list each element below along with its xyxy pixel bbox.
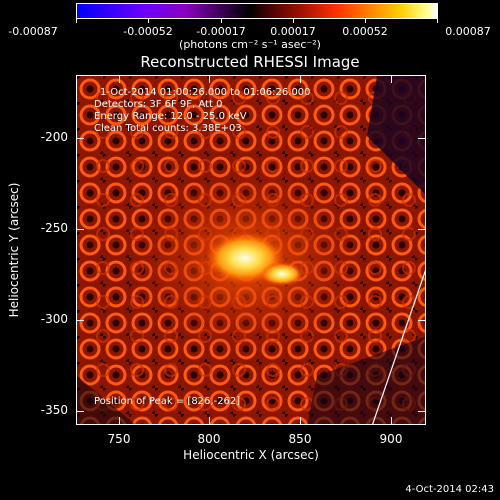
y-tick: [76, 138, 84, 139]
y-tick: [418, 411, 426, 412]
y-tick: [76, 229, 84, 230]
x-tick: [300, 417, 301, 425]
colorbar-units: (photons cm⁻² s⁻¹ asec⁻²): [179, 38, 321, 51]
colorbar-tick: [221, 19, 222, 23]
rhessi-image-map: [77, 76, 425, 424]
x-tick: [300, 75, 301, 83]
y-tick-label: -300: [40, 312, 68, 326]
time-range-label: 1-Oct-2014 01:00:26.000 to 01:06:26.000: [100, 87, 311, 98]
y-tick: [418, 138, 426, 139]
y-tick: [418, 229, 426, 230]
x-tick: [391, 75, 392, 83]
x-tick-label: 850: [288, 432, 312, 446]
colorbar-tick: [365, 19, 366, 23]
x-tick-label: 800: [197, 432, 221, 446]
y-tick: [418, 320, 426, 321]
image-title: Reconstructed RHESSI Image: [140, 53, 360, 71]
colorbar-tick-label: 0.00017: [270, 25, 316, 38]
clean-counts-label: Clean Total counts: 3.38E+03: [94, 123, 242, 134]
peak-position-label: Position of Peak = [826,-262]: [94, 396, 241, 407]
colorbar-tick-label: 0.00052: [342, 25, 388, 38]
x-axis-title: Heliocentric X (arcsec): [183, 448, 319, 462]
colorbar-tick: [148, 19, 149, 23]
colorbar-tick: [293, 19, 294, 23]
x-tick: [119, 417, 120, 425]
creation-date: 4-Oct-2014 02:43: [405, 484, 494, 495]
colorbar-tick-label: -0.00087: [8, 25, 58, 38]
y-tick-label: -200: [40, 130, 68, 144]
detectors-label: Detectors: 3F 6F 9F, Att 0: [94, 99, 223, 110]
x-tick: [119, 75, 120, 83]
y-tick-label: -250: [40, 221, 68, 235]
colorbar-tick: [437, 19, 438, 23]
y-axis-title: Heliocentric Y (arcsec): [7, 182, 21, 318]
x-tick-label: 900: [379, 432, 403, 446]
y-tick-label: -350: [40, 403, 68, 417]
x-tick: [391, 417, 392, 425]
rhessi-image: [76, 75, 426, 425]
x-tick: [209, 417, 210, 425]
colorbar-tick: [76, 19, 77, 23]
colorbar-tick-label: -0.00052: [123, 25, 173, 38]
y-tick: [76, 411, 84, 412]
x-tick-label: 750: [107, 432, 131, 446]
energy-range-label: Energy Range: 12.0 - 25.0 keV: [94, 111, 247, 122]
colorbar-tick-label: -0.00017: [196, 25, 246, 38]
colorbar: [76, 3, 438, 19]
y-tick: [76, 320, 84, 321]
x-tick: [209, 75, 210, 83]
colorbar-tick-label: 0.00087: [445, 25, 491, 38]
